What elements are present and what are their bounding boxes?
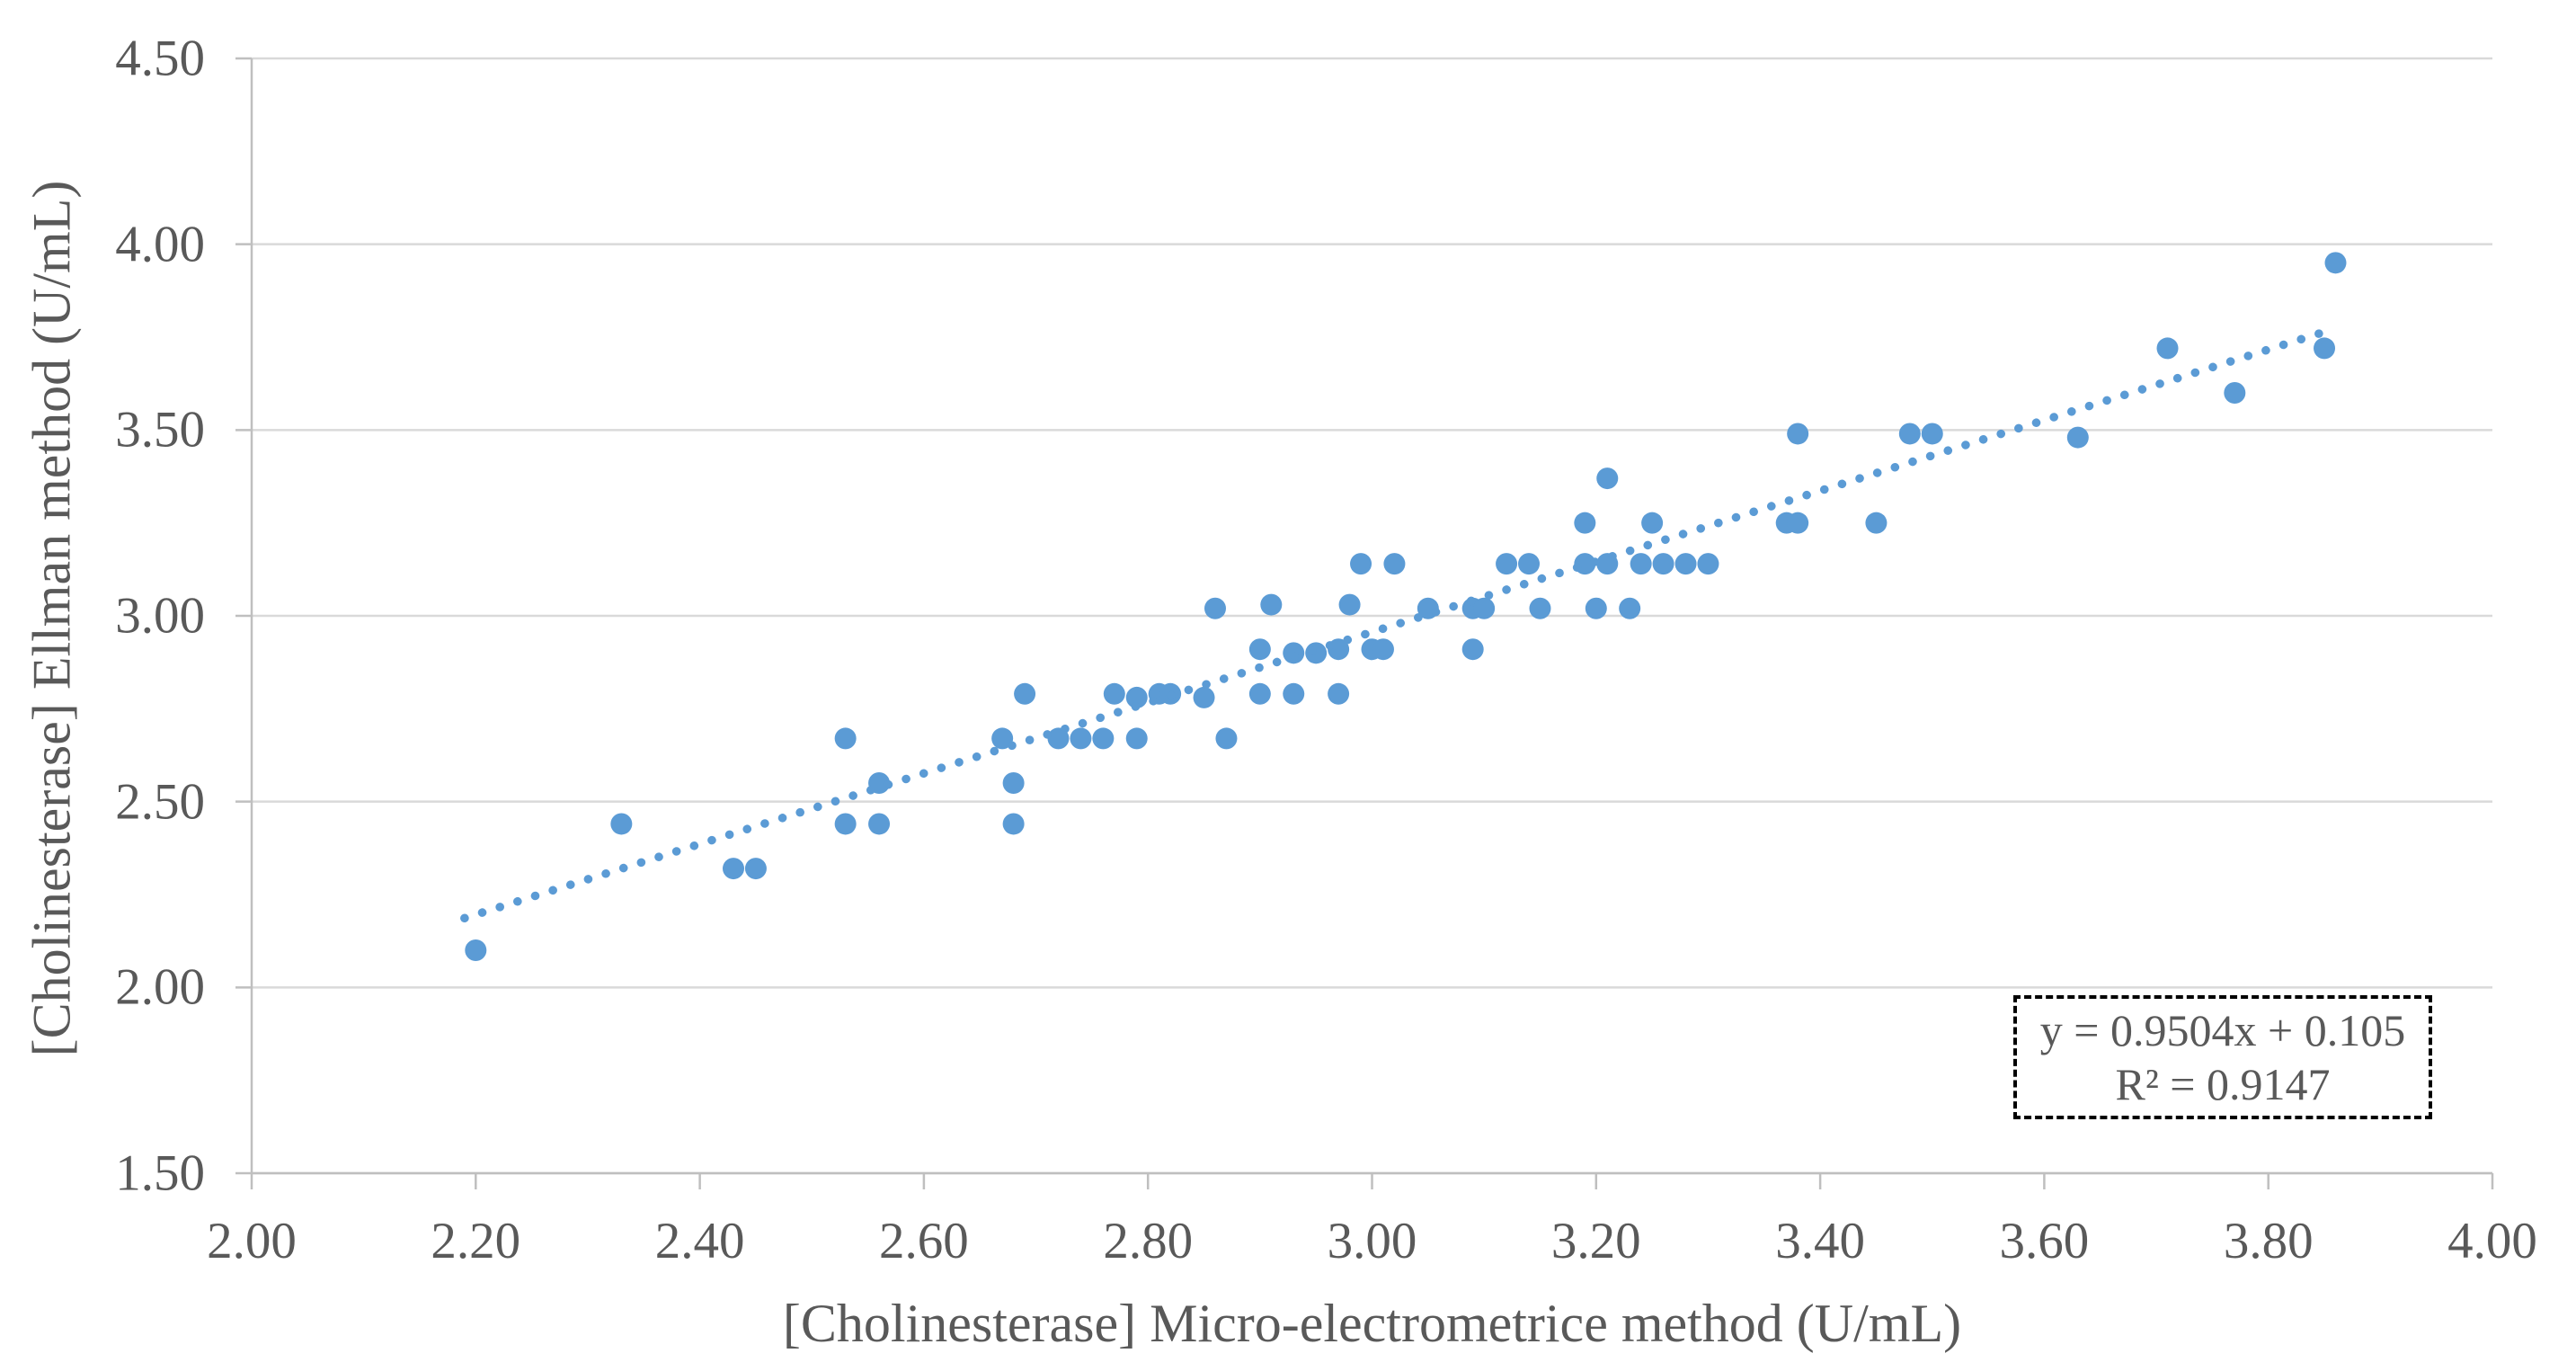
y-tick-label: 3.50 [115,401,205,458]
trendline-equation-box: y = 0.9504x + 0.105 R² = 0.9147 [2013,995,2432,1119]
x-tick-label: 3.40 [1775,1213,1865,1269]
data-point [1002,813,1025,835]
data-point [834,727,857,750]
data-point [465,939,487,961]
y-tick-label: 4.50 [115,30,205,87]
x-tick-label: 2.20 [431,1213,521,1269]
data-point [1585,597,1607,619]
x-tick-label: 3.20 [1550,1213,1641,1269]
x-tick-label: 4.00 [2447,1213,2537,1269]
y-tick-label: 1.50 [115,1144,205,1202]
x-axis-title: [Cholinesterase] Micro-electrometrice me… [782,1294,1962,1353]
data-point [1014,682,1036,705]
trendline [460,325,2335,923]
data-point [1260,593,1283,616]
data-point [1002,772,1025,794]
x-tick-label: 3.60 [1999,1213,2090,1269]
data-point [1652,553,1674,575]
data-point [1461,638,1484,661]
data-point [1574,512,1596,534]
data-point [744,858,767,880]
data-point [1125,686,1148,708]
data-point [1865,512,1888,534]
data-point [2314,337,2336,360]
data-point [1248,682,1271,705]
data-point [1496,553,1518,575]
data-point [610,813,633,835]
data-point [1596,467,1619,490]
data-point [1283,682,1305,705]
data-point [868,813,891,835]
data-point [1518,553,1541,575]
data-point [1641,512,1664,534]
data-point [1103,682,1125,705]
data-point [722,858,744,880]
data-point [2156,337,2179,360]
trendline-equation: y = 0.9504x + 0.105 [2039,1005,2406,1055]
data-point [1047,727,1070,750]
y-tick-label: 4.00 [115,216,205,273]
data-point [1215,727,1238,750]
data-point [2066,426,2089,449]
x-tick-label: 2.40 [654,1213,745,1269]
x-tick-label: 2.60 [879,1213,969,1269]
data-point [1383,553,1406,575]
y-tick-label: 2.50 [115,773,205,831]
data-point [1473,597,1496,619]
data-point [1787,512,1809,534]
data-point [1248,638,1271,661]
y-axis-title: [Cholinesterase] Ellman method (U/mL) [22,180,82,1057]
data-point [991,727,1014,750]
data-point [1350,553,1372,575]
data-point [1674,553,1697,575]
data-point [1125,727,1148,750]
data-point [1619,597,1641,619]
x-tick-label: 2.80 [1103,1213,1194,1269]
data-point [1787,423,1809,445]
data-point [1328,682,1350,705]
data-point [1697,553,1719,575]
data-point [834,813,857,835]
y-tick-label: 2.00 [115,958,205,1016]
data-point [2224,382,2246,404]
x-tick-label: 2.00 [207,1213,297,1269]
data-point [1898,423,1921,445]
data-point [1529,597,1551,619]
data-point [1338,593,1361,616]
r-squared-value: R² = 0.9147 [2115,1059,2331,1109]
data-point [1372,638,1394,661]
data-point [1070,727,1092,750]
data-point [1204,597,1226,619]
data-point [1630,553,1652,575]
x-tick-label: 3.00 [1327,1213,1417,1269]
data-point [1092,727,1115,750]
data-point [1193,686,1215,708]
y-tick-label: 3.00 [115,587,205,645]
data-point [1921,423,1943,445]
x-tick-label: 3.80 [2223,1213,2314,1269]
data-point [2324,252,2347,274]
